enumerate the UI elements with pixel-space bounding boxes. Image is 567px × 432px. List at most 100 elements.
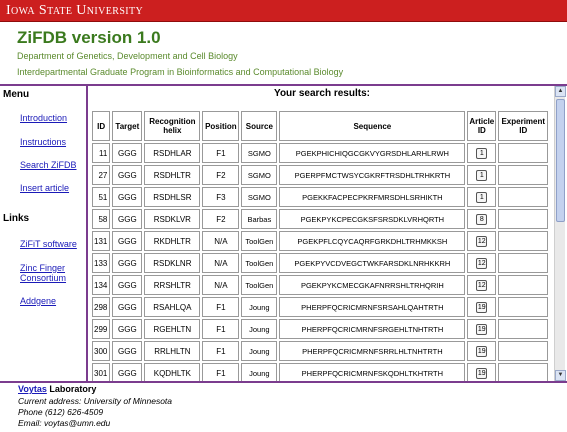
cell-source: SGMO (241, 165, 278, 185)
footer-email: Email: voytas@umn.edu (18, 418, 111, 428)
cell-target: GGG (112, 143, 143, 163)
cell-id: 301 (92, 363, 111, 381)
cell-experiment-id (498, 187, 549, 207)
scroll-down-arrow-icon[interactable]: ▼ (555, 370, 566, 381)
cell-id: 131 (92, 231, 111, 251)
article-link-button[interactable]: 19 (476, 367, 488, 379)
cell-target: GGG (112, 253, 143, 273)
lab-suffix: Laboratory (46, 384, 97, 394)
cell-id: 58 (92, 209, 111, 229)
link-zifit-software[interactable]: ZiFiT software (20, 239, 77, 249)
nav-link-introduction[interactable]: Introduction (20, 113, 68, 123)
cell-recognition-helix: RSDHLAR (144, 143, 201, 163)
page-footer: Voytas Laboratory Current address: Unive… (0, 383, 567, 432)
cell-position: F1 (202, 341, 240, 361)
vertical-scrollbar[interactable]: ▲ ▼ (554, 86, 566, 381)
cell-recognition-helix: RSDKLNR (144, 253, 201, 273)
university-banner: Iowa State University (0, 0, 567, 22)
cell-target: GGG (112, 187, 143, 207)
link-addgene[interactable]: Addgene (20, 296, 57, 306)
table-row: 133 GGG RSDKLNR N/A ToolGen PGEKPYVCDVEGCTWKF… (92, 253, 549, 273)
column-header-source: Source (241, 111, 278, 141)
cell-position: F1 (202, 297, 240, 317)
cell-source: Joung (241, 297, 278, 317)
cell-recognition-helix: RRSHLTR (144, 275, 201, 295)
results-table: ID Target Recognition helix Position Sou… (90, 109, 550, 381)
cell-sequence: PHERPFQCRICMRNFSKQDHLTKHTRTH (279, 363, 466, 381)
table-row: 301 GGG KQDHLTK F1 Joung PHERPFQCRICMRNFSKQDH… (92, 363, 549, 381)
cell-experiment-id (498, 275, 549, 295)
cell-position: N/A (202, 275, 240, 295)
cell-sequence: PGERPFMCTWSYCGKRFTRSDHLTRHKRTH (279, 165, 466, 185)
cell-source: Joung (241, 363, 278, 381)
article-link-button[interactable]: 12 (476, 257, 488, 269)
cell-position: F1 (202, 363, 240, 381)
table-row: 299 GGG RGEHLTN F1 Joung PHERPFQCRICMRNFSRGEH… (92, 319, 549, 339)
column-header-article-id: Article ID (467, 111, 497, 141)
cell-article-id: 12 (467, 253, 497, 273)
table-row: 51 GGG RSDHLSR F3 SGMO PGEKKFACPECPKRFMRSDHLS… (92, 187, 549, 207)
results-panel: Your search results: ID Target Recogniti… (90, 86, 554, 381)
cell-source: ToolGen (241, 253, 278, 273)
lab-link[interactable]: Voytas (18, 384, 47, 394)
cell-position: N/A (202, 231, 240, 251)
article-link-button[interactable]: 8 (476, 213, 488, 225)
cell-experiment-id (498, 319, 549, 339)
cell-sequence: PHERPFQCRICMRNFSRGEHLTNHTRTH (279, 319, 466, 339)
table-row: 134 GGG RRSHLTR N/A ToolGen PGEKPYKCMECGKAFNR… (92, 275, 549, 295)
cell-experiment-id (498, 143, 549, 163)
results-table-body: 11 GGG RSDHLAR F1 SGMO PGEKPHICHIQGCGKVYGRSDH… (92, 143, 549, 381)
link-zinc-finger-consortium[interactable]: Zinc Finger Consortium (20, 263, 67, 283)
cell-target: GGG (112, 297, 143, 317)
nav-link-insert-article[interactable]: Insert article (20, 183, 70, 193)
article-link-button[interactable]: 12 (476, 235, 488, 247)
footer-phone: Phone (612) 626-4509 (18, 407, 104, 417)
article-link-button[interactable]: 12 (476, 279, 488, 291)
cell-position: N/A (202, 253, 240, 273)
article-link-button[interactable]: 1 (476, 169, 488, 181)
cell-experiment-id (498, 341, 549, 361)
cell-id: 300 (92, 341, 111, 361)
cell-sequence: PGEKPYKCPECGKSFSRSDKLVRHQRTH (279, 209, 466, 229)
column-header-id: ID (92, 111, 111, 141)
cell-sequence: PGEKPYKCMECGKAFNRRSHLTRHQRIH (279, 275, 466, 295)
cell-id: 299 (92, 319, 111, 339)
scrollbar-thumb[interactable] (556, 99, 565, 222)
menu-heading: Menu (3, 89, 30, 100)
article-link-button[interactable]: 19 (476, 301, 488, 313)
cell-sequence: PGEKPYVCDVEGCTWKFARSDKLNRHKKRH (279, 253, 466, 273)
cell-recognition-helix: RSDHLTR (144, 165, 201, 185)
cell-article-id: 1 (467, 165, 497, 185)
cell-position: F1 (202, 143, 240, 163)
table-row: 11 GGG RSDHLAR F1 SGMO PGEKPHICHIQGCGKVYGRSDH… (92, 143, 549, 163)
cell-experiment-id (498, 165, 549, 185)
cell-source: Joung (241, 341, 278, 361)
cell-recognition-helix: RSDKLVR (144, 209, 201, 229)
nav-link-search-zifdb[interactable]: Search ZiFDB (20, 160, 77, 170)
article-link-button[interactable]: 1 (476, 191, 488, 203)
footer-address: Current address: University of Minnesota (18, 396, 173, 406)
results-title: Your search results: (274, 88, 370, 99)
cell-recognition-helix: RSAHLQA (144, 297, 201, 317)
cell-source: SGMO (241, 143, 278, 163)
content-frame: Menu Introduction Instructions Search Zi… (0, 84, 567, 383)
column-header-sequence: Sequence (279, 111, 466, 141)
column-header-recognition-helix: Recognition helix (144, 111, 201, 141)
cell-id: 134 (92, 275, 111, 295)
cell-sequence: PGEKPHICHIQGCGKVYGRSDHLARHLRWH (279, 143, 466, 163)
article-link-button[interactable]: 19 (476, 323, 488, 335)
scroll-up-arrow-icon[interactable]: ▲ (555, 86, 566, 97)
cell-recognition-helix: RSDHLSR (144, 187, 201, 207)
table-row: 58 GGG RSDKLVR F2 Barbas PGEKPYKCPECGKSFSRSDK… (92, 209, 549, 229)
cell-source: ToolGen (241, 275, 278, 295)
page-title: ZiFDB version 1.0 (17, 28, 161, 47)
lab-name-line: Voytas Laboratory (18, 384, 96, 394)
cell-source: SGMO (241, 187, 278, 207)
article-link-button[interactable]: 1 (476, 147, 488, 159)
nav-link-instructions[interactable]: Instructions (20, 137, 67, 147)
cell-position: F1 (202, 319, 240, 339)
article-link-button[interactable]: 19 (476, 345, 488, 357)
cell-article-id: 1 (467, 187, 497, 207)
cell-article-id: 1 (467, 143, 497, 163)
cell-id: 11 (92, 143, 111, 163)
